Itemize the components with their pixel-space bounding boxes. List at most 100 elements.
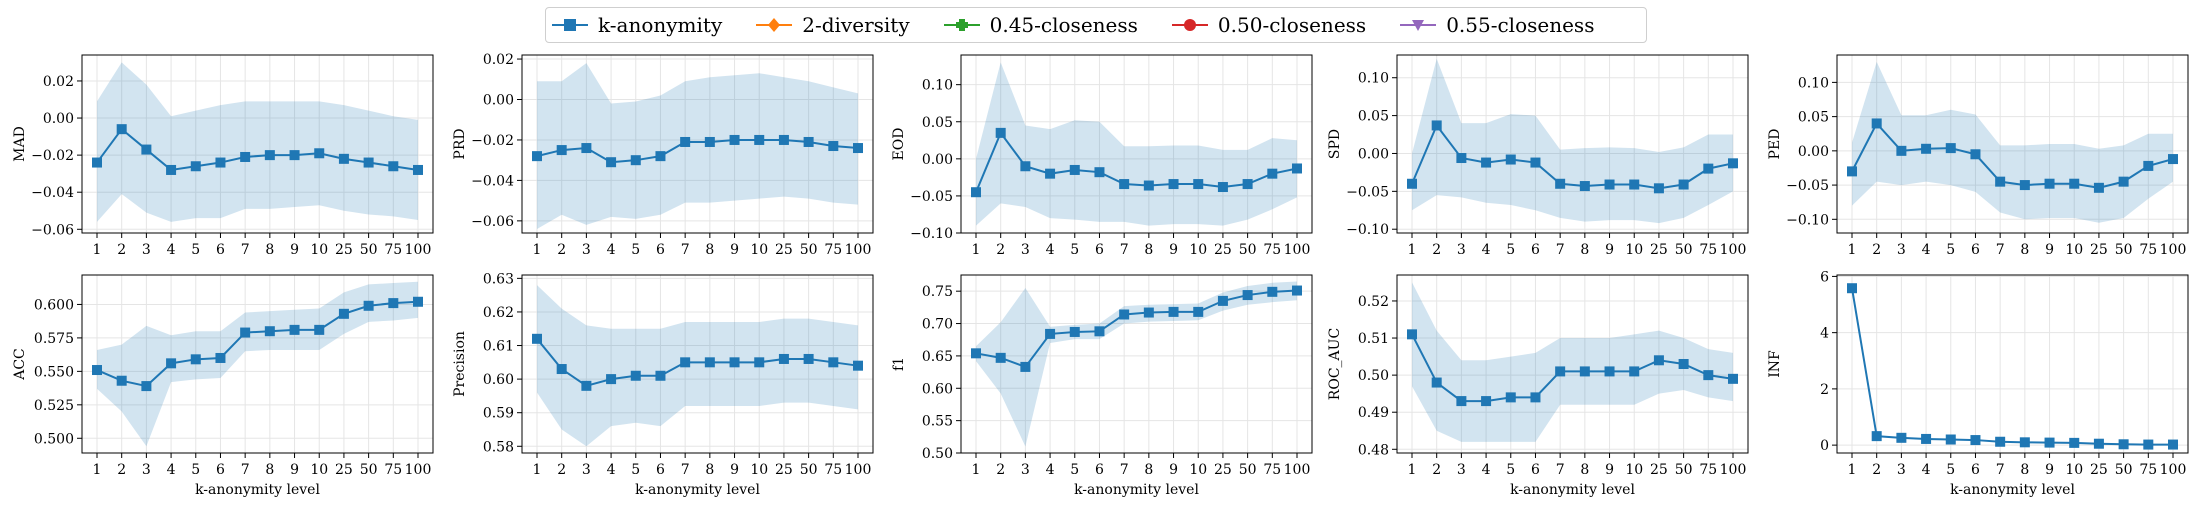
data-point — [413, 296, 423, 307]
x-tick-label: 4 — [607, 242, 616, 258]
x-tick-label: 100 — [1720, 242, 1747, 258]
data-point — [363, 157, 374, 168]
x-tick-label: 100 — [845, 242, 872, 258]
x-tick-label: 6 — [1095, 242, 1104, 258]
x-tick-label: 3 — [1021, 462, 1030, 478]
y-tick-label: −0.06 — [31, 222, 74, 238]
y-axis-label: SPD — [1327, 129, 1343, 159]
x-tick-label: 8 — [1144, 462, 1153, 478]
x-tick-label: 7 — [1996, 242, 2005, 258]
data-point — [1119, 179, 1130, 190]
x-tick-label: 1 — [1408, 242, 1417, 258]
x-tick-label: 5 — [1506, 462, 1515, 478]
data-point — [363, 300, 374, 311]
data-point — [1530, 392, 1541, 403]
x-tick-label: 7 — [241, 462, 250, 478]
x-tick-label: 7 — [241, 242, 250, 258]
data-point — [680, 136, 691, 147]
data-point — [1505, 392, 1516, 403]
y-tick-label: 0.575 — [34, 331, 74, 347]
x-tick-label: 4 — [607, 462, 616, 478]
data-point — [853, 360, 863, 371]
y-tick-label: −0.04 — [471, 173, 514, 189]
data-point — [2118, 176, 2129, 187]
x-tick-label: 4 — [1482, 242, 1491, 258]
x-tick-label: 3 — [1021, 242, 1030, 258]
x-tick-label: 2 — [1872, 462, 1881, 478]
x-tick-label: 7 — [681, 462, 690, 478]
x-tick-label: 4 — [1046, 242, 1055, 258]
y-tick-label: 0.59 — [483, 406, 514, 422]
y-tick-label: 0.58 — [483, 439, 514, 455]
x-tick-label: 100 — [2160, 462, 2187, 478]
x-tick-label: 25 — [335, 242, 353, 258]
data-point — [1703, 163, 1714, 174]
data-point — [754, 357, 765, 368]
x-tick-label: 50 — [800, 242, 818, 258]
data-point — [1481, 396, 1492, 407]
data-point — [314, 148, 325, 159]
y-tick-label: 0.63 — [483, 271, 514, 287]
data-point — [2069, 437, 2080, 448]
confidence-band — [97, 62, 418, 222]
x-tick-label: 1 — [93, 462, 102, 478]
data-point — [532, 333, 542, 344]
data-point — [1456, 153, 1467, 164]
data-point — [1970, 149, 1981, 160]
y-tick-label: −0.10 — [910, 226, 953, 242]
x-tick-label: 8 — [2020, 242, 2029, 258]
x-tick-label: 4 — [1046, 462, 1055, 478]
subplot-3: −0.10 −0.05 0.00 0.05 0.10 1 2 3 4 5 6 7 8 9 10 25 50 75 1… — [891, 54, 1313, 258]
data-point — [1069, 164, 1080, 175]
x-tick-label: 100 — [2160, 242, 2187, 258]
x-tick-label: 9 — [290, 242, 299, 258]
y-tick-label: −0.02 — [471, 133, 514, 149]
data-point — [606, 374, 617, 385]
x-tick-label: 50 — [1675, 242, 1693, 258]
x-tick-label: 50 — [1675, 462, 1693, 478]
data-point — [92, 365, 102, 376]
chart-legend: k-anonymity 2-diversity 0.45-closeness 0… — [545, 7, 1647, 43]
data-point — [1456, 396, 1467, 407]
x-tick-label: 4 — [1922, 462, 1931, 478]
data-point — [778, 134, 789, 145]
plot-frame — [1396, 54, 1749, 234]
data-point — [2019, 180, 2030, 191]
y-tick-label: 4 — [1820, 326, 1829, 342]
x-tick-label: 10 — [1625, 462, 1643, 478]
y-tick-label: 0.55 — [922, 414, 953, 430]
x-tick-label: 50 — [360, 462, 378, 478]
x-tick-label: 9 — [290, 462, 299, 478]
x-tick-label: 75 — [1699, 462, 1717, 478]
y-tick-label: 0.10 — [1358, 71, 1389, 87]
data-point — [1094, 167, 1105, 178]
legend-entry-2-diversity: 2-diversity — [756, 13, 910, 37]
y-tick-label: 2 — [1820, 382, 1829, 398]
y-tick-label: −0.04 — [31, 185, 74, 201]
x-tick-label: 1 — [1408, 462, 1417, 478]
plot-frame — [1836, 274, 2189, 454]
y-tick-label: −0.10 — [1346, 222, 1389, 238]
x-tick-label: 25 — [2090, 242, 2108, 258]
data-point — [2044, 178, 2055, 189]
subplot-7: 0.58 0.59 0.60 0.61 0.62 0.63 1 2 3 4 5 6 7 8 9 10 25 50 7… — [452, 271, 874, 498]
x-tick-label: 75 — [1263, 462, 1281, 478]
data-point — [1119, 309, 1130, 320]
x-tick-label: 25 — [775, 462, 793, 478]
x-tick-label: 1 — [1848, 462, 1857, 478]
x-tick-label: 8 — [265, 462, 274, 478]
x-tick-label: 7 — [1120, 242, 1129, 258]
x-tick-label: 10 — [750, 462, 768, 478]
data-point — [1995, 436, 2006, 447]
x-tick-label: 25 — [1214, 242, 1232, 258]
x-tick-label: 8 — [1580, 242, 1589, 258]
data-point — [630, 370, 641, 381]
data-point — [1728, 158, 1738, 169]
x-tick-label: 6 — [656, 242, 665, 258]
data-point — [704, 357, 715, 368]
confidence-band — [1852, 288, 2173, 445]
x-tick-label: 7 — [1996, 462, 2005, 478]
data-point — [413, 164, 423, 175]
x-axis-label: k-anonymity level — [195, 482, 320, 498]
